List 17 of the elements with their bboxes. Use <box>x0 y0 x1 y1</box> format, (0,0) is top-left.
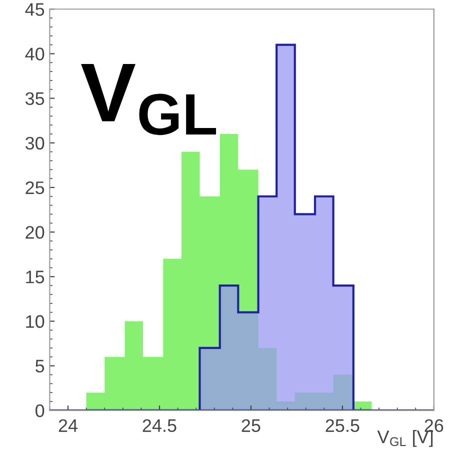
y-tick-label: 45 <box>25 3 44 16</box>
x-tick-label: 26 <box>424 419 444 432</box>
y-tick-label: 10 <box>26 315 44 328</box>
x-tick-label: 24.5 <box>142 419 176 432</box>
y-tick-label: 35 <box>25 92 44 106</box>
y-tick-label: 40 <box>25 48 44 60</box>
y-tick-label: 30 <box>25 136 44 150</box>
y-tick-label: 0 <box>36 404 44 418</box>
x-tick-label: 24 <box>58 419 78 432</box>
x-tick-label: 25 <box>242 419 260 432</box>
annotation: V$_{GL}$ <box>81 64 216 136</box>
y-tick-label: 5 <box>36 360 44 373</box>
x-tick-label: 25.5 <box>326 419 360 432</box>
y-tick-label: 25 <box>26 181 44 194</box>
y-tick-label: 15 <box>26 270 44 284</box>
x-axis-title: V$_{GL}$ [V] <box>377 430 433 447</box>
y-tick-label: 20 <box>26 226 44 239</box>
